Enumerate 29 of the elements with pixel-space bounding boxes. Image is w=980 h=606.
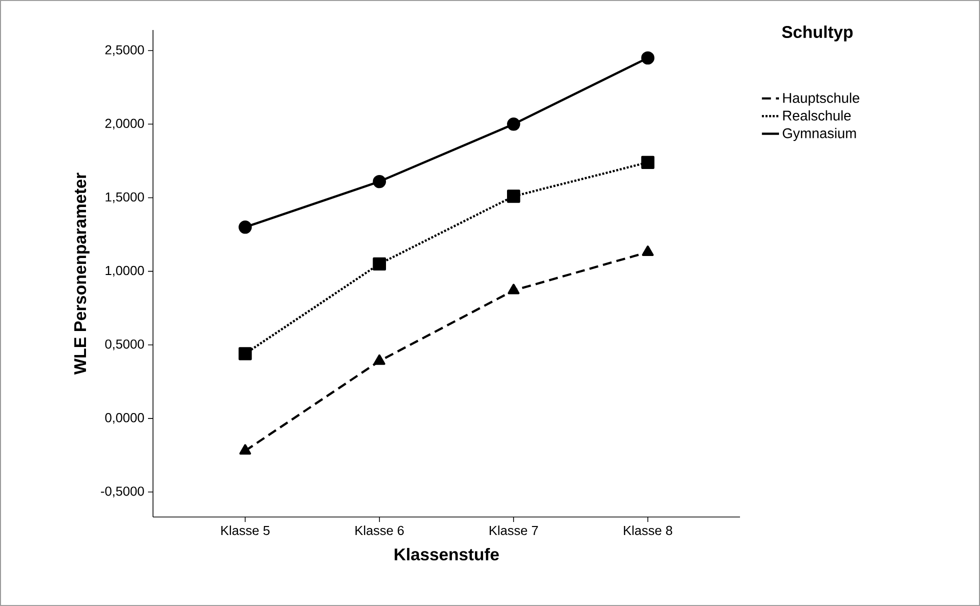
- y-tick-label: 2,5000: [105, 45, 144, 56]
- y-tick-label: 0,5000: [105, 339, 144, 350]
- legend-title: Schultyp: [782, 26, 853, 42]
- point: [508, 284, 520, 294]
- x-tick-label: Klasse 7: [490, 526, 538, 536]
- y-tick-label: 2,0000: [105, 118, 144, 130]
- y-tick-label: -0,5000: [100, 486, 144, 498]
- point: [372, 174, 386, 188]
- point: [641, 156, 654, 170]
- point: [641, 51, 654, 65]
- y-tick-label: 1,0000: [106, 266, 144, 277]
- y-tick-label: 0,0000: [105, 413, 144, 424]
- point: [239, 444, 252, 455]
- y-tick-label: 1,5000: [106, 192, 144, 204]
- legend-label: Gymnasium: [782, 128, 856, 141]
- x-tick-label: Klasse 5: [221, 526, 270, 536]
- x-tick-label: Klasse 6: [356, 526, 404, 536]
- point: [507, 190, 520, 203]
- point: [642, 246, 654, 256]
- point: [372, 257, 386, 271]
- point: [507, 118, 520, 131]
- y-axis-title: WLE Personenparameter: [74, 172, 90, 375]
- point: [238, 220, 252, 234]
- legend-label: Hauptschule: [783, 92, 860, 106]
- x-tick-label: Klasse 8: [624, 526, 672, 536]
- legend-label: Realschule: [783, 110, 851, 121]
- point: [374, 354, 386, 365]
- x-axis-title: Klassenstufe: [394, 548, 499, 560]
- point: [238, 347, 252, 360]
